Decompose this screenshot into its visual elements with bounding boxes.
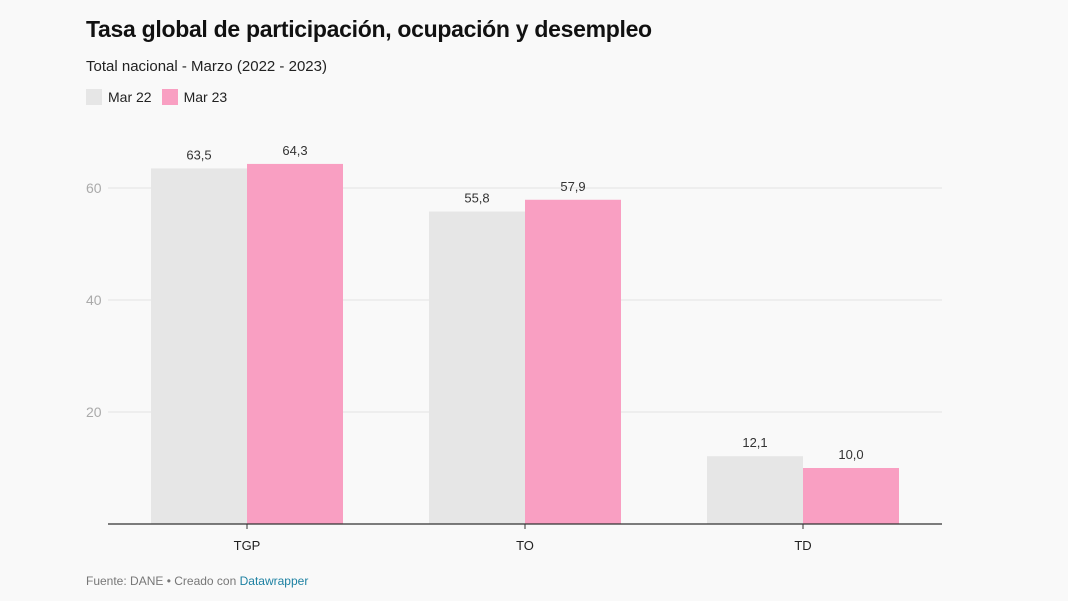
bar-td-mar23	[803, 468, 899, 524]
x-tick-label-td: TD	[794, 538, 811, 553]
bar-to-mar22	[429, 211, 525, 524]
x-tick-label-to: TO	[516, 538, 534, 553]
value-label-to-mar23: 57,9	[560, 179, 585, 194]
bar-tgp-mar22	[151, 168, 247, 524]
legend-swatch-mar22	[86, 89, 102, 105]
value-label-td-mar22: 12,1	[742, 435, 767, 450]
chart-title: Tasa global de participación, ocupación …	[86, 16, 652, 42]
legend-label-mar22: Mar 22	[108, 89, 152, 105]
bar-tgp-mar23	[247, 163, 343, 525]
bar-to-mar23	[525, 199, 621, 524]
value-label-tgp-mar22: 63,5	[186, 147, 211, 162]
x-tick-label-tgp: TGP	[234, 538, 261, 553]
datawrapper-link[interactable]: Datawrapper	[239, 574, 309, 588]
chart-subtitle: Total nacional - Marzo (2022 - 2023)	[86, 58, 327, 75]
legend-label-mar23: Mar 23	[183, 89, 228, 105]
value-label-tgp-mar23: 64,3	[282, 143, 307, 158]
value-label-td-mar23: 10,0	[838, 447, 863, 462]
bar-td-mar22	[707, 456, 803, 524]
y-tick-label-60: 60	[86, 180, 102, 196]
legend-item-mar22: Mar 22	[86, 89, 152, 105]
y-tick-label-20: 20	[86, 404, 102, 420]
legend-item-mar23: Mar 23	[161, 89, 228, 105]
y-tick-label-40: 40	[86, 292, 102, 308]
legend-swatch-mar23	[161, 89, 178, 105]
footer-source: Fuente: DANE • Creado con	[86, 574, 240, 588]
footer: Fuente: DANE • Creado con Datawrapper	[86, 574, 308, 588]
legend: Mar 22 Mar 23	[86, 89, 237, 105]
value-label-to-mar22: 55,8	[464, 191, 489, 206]
